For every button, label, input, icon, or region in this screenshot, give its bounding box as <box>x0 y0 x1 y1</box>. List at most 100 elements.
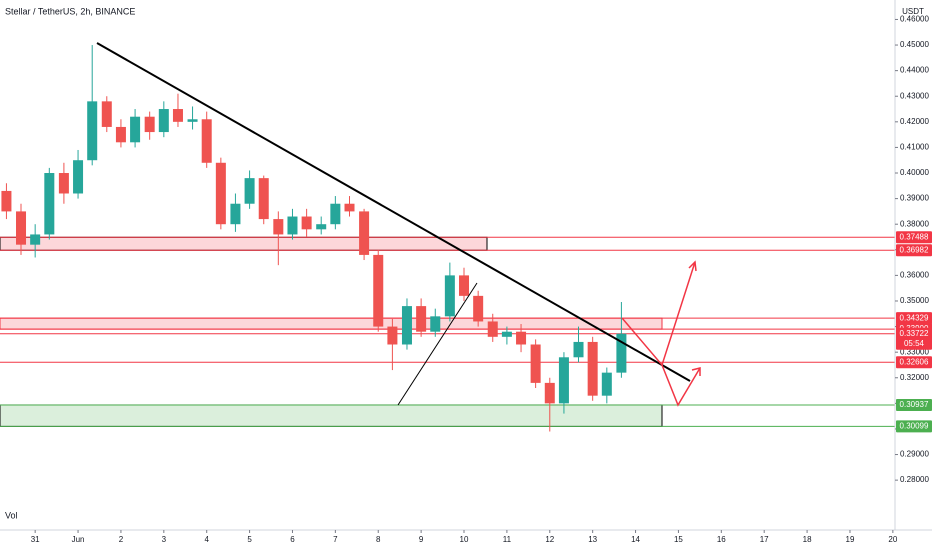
price-tag-label: 0.32606 <box>900 357 929 366</box>
candle-body <box>387 326 398 345</box>
x-tick-label: 8 <box>376 535 381 544</box>
countdown-label: 05:54 <box>904 339 925 348</box>
y-tick-label: 0.28000 <box>900 475 929 484</box>
candle-body <box>273 219 284 235</box>
price-tag-label: 0.33722 <box>900 329 929 338</box>
y-tick-label: 0.36000 <box>900 270 929 279</box>
candle-body <box>544 382 555 404</box>
candle-body <box>444 275 455 317</box>
price-zone <box>0 236 488 251</box>
y-tick-label: 0.29000 <box>900 450 929 459</box>
candle-body <box>459 275 470 296</box>
price-tag-label: 0.30937 <box>900 400 929 409</box>
x-tick-label: 2 <box>119 535 124 544</box>
candle-body <box>130 116 141 143</box>
candle-body <box>487 321 498 337</box>
candle-body <box>530 344 541 383</box>
x-tick-label: 3 <box>162 535 167 544</box>
price-tag <box>896 356 932 369</box>
candle-body <box>158 109 169 133</box>
x-tick-label: 31 <box>31 535 40 544</box>
candle-body <box>44 173 55 235</box>
x-tick-label: 18 <box>803 535 812 544</box>
y-tick-label: 0.42000 <box>900 117 929 126</box>
x-tick-label: 16 <box>717 535 726 544</box>
volume-label: Vol <box>5 510 18 520</box>
candle-body <box>558 357 569 404</box>
candle-body <box>616 333 627 373</box>
x-tick-label: 11 <box>503 535 512 544</box>
price-tag-label: 0.34329 <box>900 313 929 322</box>
candle-body <box>87 101 98 161</box>
candle-body <box>316 224 327 230</box>
candle-body <box>416 306 427 332</box>
arrow-head <box>691 367 701 376</box>
candle-body <box>601 372 612 396</box>
currency-label: USDT <box>902 7 924 16</box>
trend-line <box>397 282 478 406</box>
price-tag <box>896 244 932 257</box>
x-tick-label: 20 <box>888 535 897 544</box>
x-tick-label: 17 <box>760 535 769 544</box>
candle-body <box>30 234 41 245</box>
candle-body <box>172 109 183 122</box>
trend-line <box>96 42 691 382</box>
x-tick-label: 5 <box>247 535 252 544</box>
y-tick-label: 0.46000 <box>900 15 929 24</box>
x-tick-label: 15 <box>674 535 683 544</box>
price-tag-label: 0.30099 <box>900 422 929 431</box>
price-tag <box>896 398 932 411</box>
price-tag <box>896 312 932 325</box>
x-tick-label: 4 <box>204 535 209 544</box>
candle-body <box>401 306 412 345</box>
candle-body <box>201 119 212 163</box>
x-tick-label: 12 <box>545 535 554 544</box>
y-tick-label: 0.39000 <box>900 194 929 203</box>
y-tick-label: 0.45000 <box>900 40 929 49</box>
candle-body <box>373 254 384 327</box>
candle-body <box>1 190 12 212</box>
candle-body <box>516 331 527 345</box>
y-tick-label: 0.35000 <box>900 296 929 305</box>
x-tick-label: 19 <box>846 535 855 544</box>
price-tag-label: 0.36982 <box>900 245 929 254</box>
projection-arrow <box>661 364 701 407</box>
price-tag-label: 0.37488 <box>900 232 929 241</box>
x-tick-label: Jun <box>72 535 85 544</box>
price-tag <box>896 231 932 244</box>
candle-body <box>501 331 512 337</box>
candle-body <box>258 178 269 220</box>
candle-body <box>101 101 112 127</box>
x-tick-label: 6 <box>290 535 295 544</box>
candle-body <box>430 316 441 332</box>
arrow-head <box>688 260 697 272</box>
y-tick-label: 0.40000 <box>900 168 929 177</box>
price-tag <box>896 420 932 433</box>
y-tick-label: 0.41000 <box>900 143 929 152</box>
candle-body <box>573 341 584 358</box>
candle-body <box>287 216 298 235</box>
candle-body <box>330 203 341 225</box>
candle-body <box>73 160 84 194</box>
candle-body <box>144 116 155 133</box>
y-tick-label: 0.44000 <box>900 66 929 75</box>
y-tick-label: 0.38000 <box>900 219 929 228</box>
candle-body <box>344 203 355 212</box>
candle-body <box>473 295 484 322</box>
price-zone <box>0 404 663 427</box>
y-tick-label: 0.43000 <box>900 91 929 100</box>
chart-title: Stellar / TetherUS, 2h, BINANCE <box>5 6 135 16</box>
candle-body <box>115 126 126 143</box>
y-tick-label: 0.32000 <box>900 373 929 382</box>
candle-body <box>244 178 255 204</box>
candle-body <box>58 173 69 194</box>
y-tick-label: 0.33000 <box>900 347 929 356</box>
candle-body <box>215 162 226 225</box>
candle-body <box>230 203 241 225</box>
candle-body <box>301 216 312 230</box>
x-tick-label: 14 <box>631 535 640 544</box>
candle-body <box>359 211 370 255</box>
x-tick-label: 13 <box>588 535 597 544</box>
